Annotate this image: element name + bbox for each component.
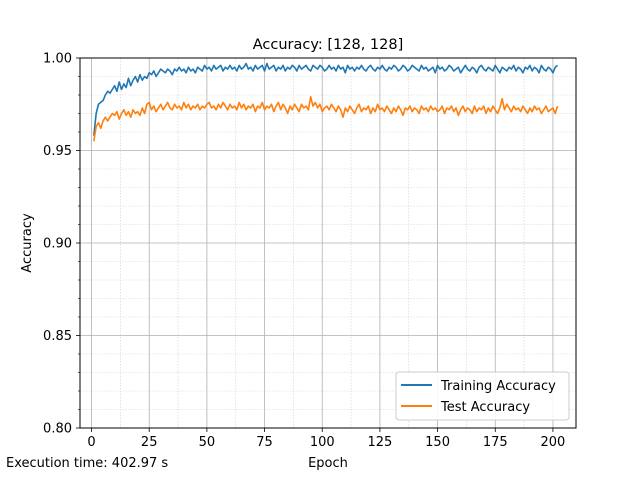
execution-time-footnote: Execution time: 402.97 s <box>6 456 168 471</box>
x-tick-label: 175 <box>483 435 508 450</box>
y-tick-label: 0.80 <box>43 422 72 437</box>
legend: Training Accuracy Test Accuracy <box>395 371 570 421</box>
x-tick-label: 25 <box>141 435 158 450</box>
training-accuracy-line <box>93 62 559 136</box>
legend-label-training: Training Accuracy <box>440 379 556 394</box>
x-tick-label: 0 <box>87 435 95 450</box>
x-tick-label: 125 <box>367 435 392 450</box>
y-axis: 0.80 0.85 0.90 0.95 1.00 <box>43 52 80 437</box>
chart-title: Accuracy: [128, 128] <box>253 37 404 53</box>
x-axis-label: Epoch <box>308 456 348 471</box>
x-axis: 0 25 50 75 100 125 150 175 200 <box>87 428 565 450</box>
x-tick-label: 100 <box>310 435 335 450</box>
test-accuracy-line <box>93 96 559 142</box>
y-axis-label: Accuracy <box>20 213 35 273</box>
y-tick-label: 0.90 <box>43 237 72 252</box>
x-tick-label: 50 <box>199 435 216 450</box>
y-tick-label: 0.95 <box>43 144 72 159</box>
x-tick-label: 75 <box>256 435 273 450</box>
x-tick-label: 150 <box>425 435 450 450</box>
legend-box <box>395 371 570 421</box>
y-tick-label: 0.85 <box>43 329 72 344</box>
legend-label-test: Test Accuracy <box>440 400 530 415</box>
y-tick-label: 1.00 <box>43 52 72 67</box>
series-layer <box>93 62 559 142</box>
x-tick-label: 200 <box>541 435 566 450</box>
